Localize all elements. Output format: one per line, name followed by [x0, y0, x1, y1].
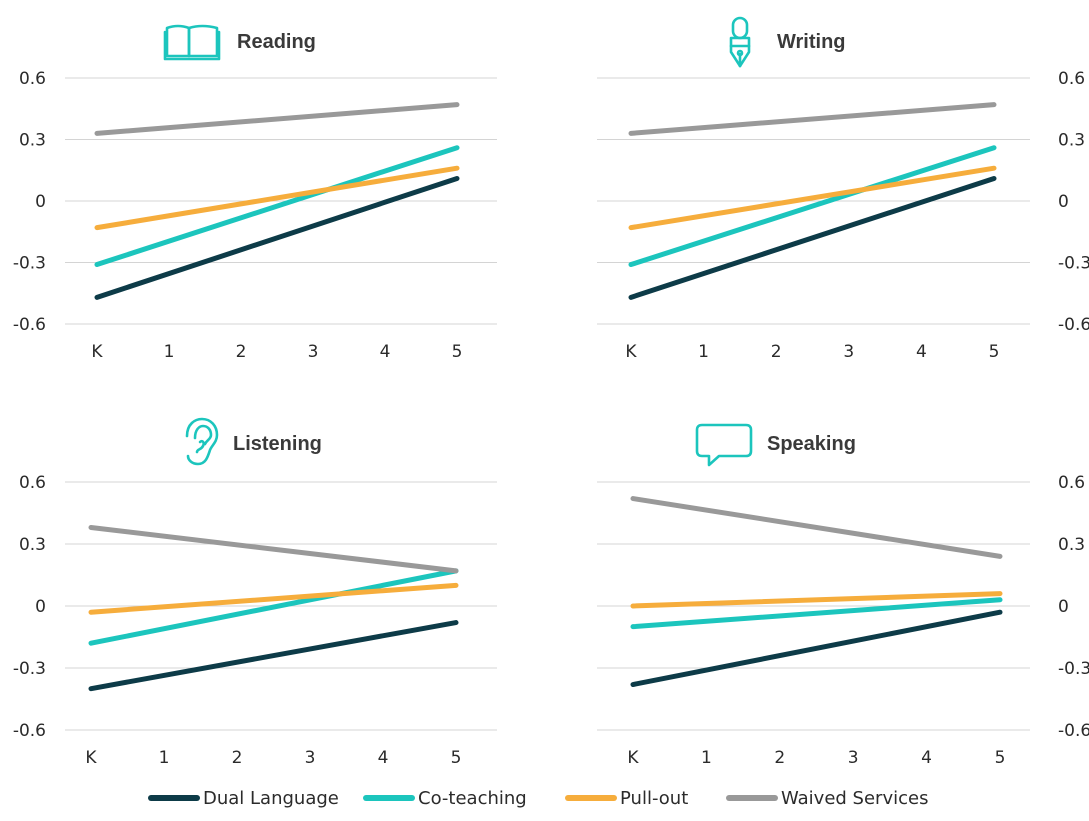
y-tick-label: -0.6: [1058, 315, 1089, 335]
y-tick-label: -0.6: [1058, 721, 1089, 741]
panel-writing: Writing 0.6 0.3 0 -0.3 -0.6 K 1 2 3 4 5: [597, 16, 1089, 362]
x-tick-label: 1: [701, 748, 712, 768]
x-tick-label: 2: [236, 342, 247, 362]
x-tick-label: 4: [380, 342, 391, 362]
book-icon: [163, 24, 221, 61]
x-tick-label: 3: [843, 342, 854, 362]
x-tick-label: K: [627, 748, 639, 768]
x-tick-label: 3: [308, 342, 319, 362]
y-tick-label: 0: [1058, 192, 1069, 212]
y-tick-label: 0.6: [19, 473, 46, 493]
y-tick-label: 0.3: [19, 131, 46, 151]
series-line-pull-out: [88, 582, 459, 615]
y-tick-label: -0.6: [13, 315, 46, 335]
x-tick-label: 5: [452, 342, 463, 362]
y-tick-label: 0.3: [1058, 535, 1085, 555]
series-line-waived-services: [630, 496, 1003, 559]
series-line-co-teaching: [88, 568, 459, 646]
panel-title: Reading: [237, 31, 316, 53]
ear-icon: [185, 417, 219, 466]
y-tick-label: 0: [1058, 597, 1069, 617]
x-tick-label: 5: [451, 748, 462, 768]
y-tick-label: 0.3: [1058, 131, 1085, 151]
x-tick-label: 4: [378, 748, 389, 768]
y-tick-label: -0.6: [13, 721, 46, 741]
legend-item-dual-language: Dual Language: [148, 788, 339, 809]
series-line-dual-language: [628, 175, 997, 300]
panel-reading: Reading 0.6 0.3 0 -0.3 -0.6 K 1 2 3 4 5: [13, 24, 497, 362]
legend-item-waived-services: Waived Services: [726, 788, 928, 809]
y-tick-label: -0.3: [13, 254, 46, 274]
x-tick-label: 3: [305, 748, 316, 768]
x-tick-label: 1: [159, 748, 170, 768]
legend-label: Waived Services: [781, 788, 928, 809]
x-tick-label: 4: [921, 748, 932, 768]
y-tick-label: 0.6: [1058, 473, 1085, 493]
y-tick-label: 0.6: [19, 69, 46, 89]
series-line-waived-services: [628, 102, 997, 136]
y-tick-label: -0.3: [1058, 254, 1089, 274]
y-tick-label: 0.6: [1058, 69, 1085, 89]
x-tick-label: 1: [698, 342, 709, 362]
x-tick-label: 2: [771, 342, 782, 362]
legend-label: Dual Language: [203, 788, 339, 809]
y-tick-label: 0.3: [19, 535, 46, 555]
x-tick-label: 2: [774, 748, 785, 768]
x-tick-label: 2: [232, 748, 243, 768]
legend-label: Co-teaching: [418, 788, 527, 809]
series-line-pull-out: [630, 591, 1003, 609]
x-tick-label: 1: [164, 342, 175, 362]
x-tick-label: 4: [916, 342, 927, 362]
series-line-dual-language: [94, 175, 460, 300]
series-line-dual-language: [630, 609, 1003, 688]
series-line-dual-language: [88, 620, 459, 692]
panel-title: Listening: [233, 433, 322, 455]
panel-title: Speaking: [767, 433, 856, 455]
y-tick-label: 0: [35, 597, 46, 617]
panel-listening: Listening 0.6 0.3 0 -0.3 -0.6 K 1 2 3 4 5: [13, 417, 497, 768]
series-line-co-teaching: [630, 597, 1003, 630]
x-tick-label: K: [91, 342, 103, 362]
x-tick-label: K: [625, 342, 637, 362]
pen-nib-icon: [729, 16, 751, 68]
series-line-waived-services: [88, 524, 459, 574]
series-line-waived-services: [94, 102, 460, 136]
x-tick-label: K: [85, 748, 97, 768]
x-tick-label: 5: [995, 748, 1006, 768]
x-tick-label: 3: [848, 748, 859, 768]
panel-title: Writing: [777, 31, 846, 53]
x-tick-label: 5: [989, 342, 1000, 362]
legend-label: Pull-out: [620, 788, 688, 809]
panel-speaking: Speaking 0.6 0.3 0 -0.3 -0.6 K 1 2 3 4 5: [597, 423, 1089, 768]
series-line-pull-out: [628, 165, 997, 231]
legend-item-pull-out: Pull-out: [565, 788, 688, 809]
speech-bubble-icon: [695, 423, 753, 467]
legend-item-co-teaching: Co-teaching: [363, 788, 527, 809]
y-tick-label: -0.3: [13, 659, 46, 679]
y-tick-label: -0.3: [1058, 659, 1089, 679]
chart-legend: Dual Language Co-teaching Pull-out Waived S…: [148, 788, 928, 809]
y-tick-label: 0: [35, 192, 46, 212]
series-line-co-teaching: [628, 145, 997, 268]
series-line-co-teaching: [94, 145, 460, 268]
series-line-pull-out: [94, 165, 460, 231]
